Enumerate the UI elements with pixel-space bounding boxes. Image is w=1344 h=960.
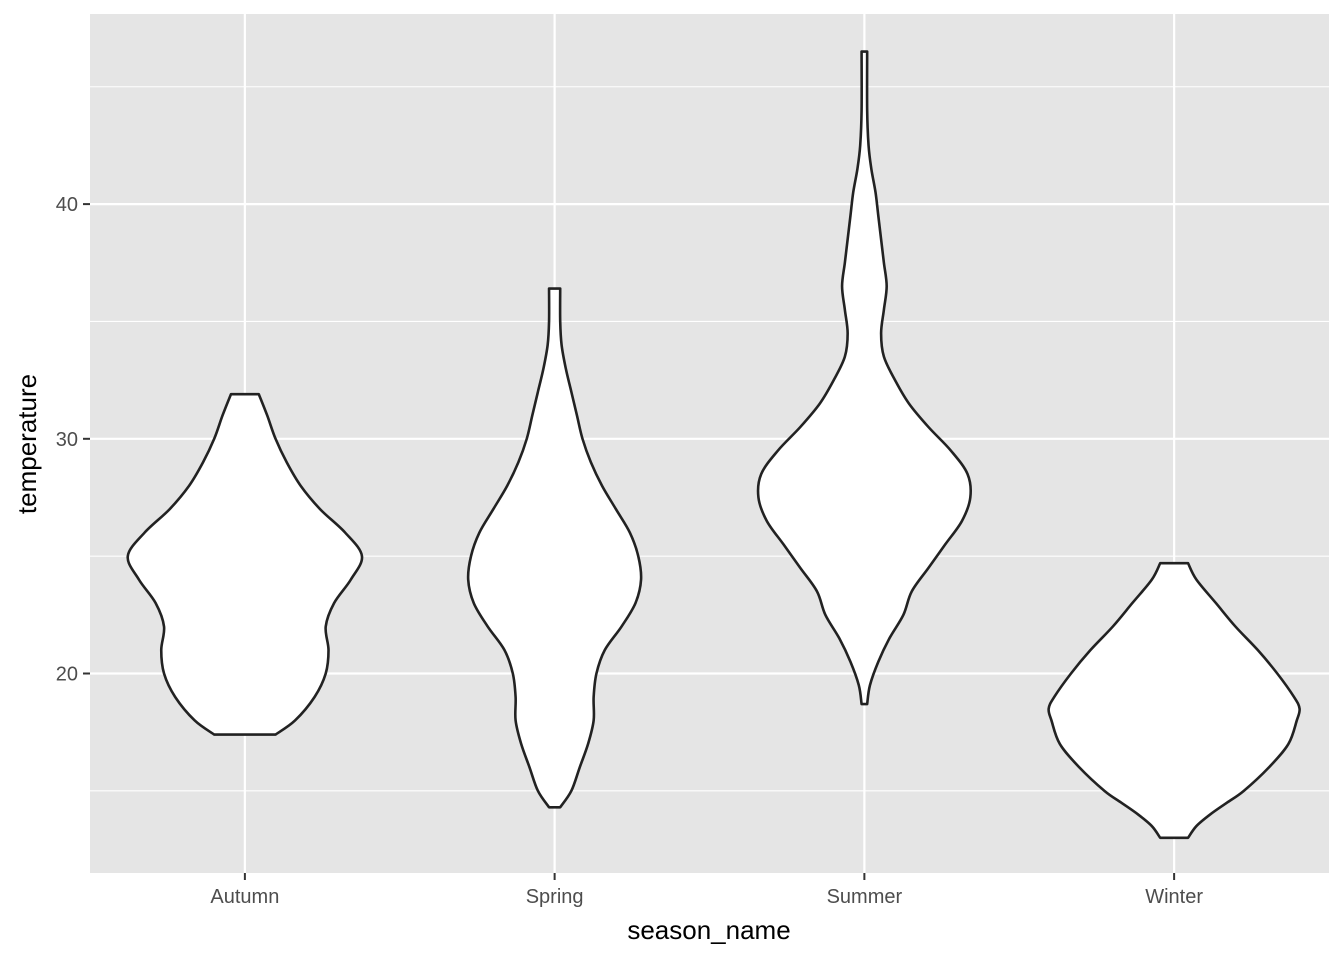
violin-winter — [1047, 561, 1301, 840]
x-tick-label: Spring — [526, 886, 584, 908]
violin-autumn — [126, 392, 364, 736]
violin-summer — [756, 50, 973, 706]
y-axis-title: temperature — [12, 374, 42, 514]
x-axis: Autumn Spring Summer Winter — [210, 873, 1203, 908]
y-tick-label: 20 — [56, 664, 78, 686]
x-tick-label: Summer — [827, 886, 903, 908]
x-axis-title: season_name — [627, 915, 790, 945]
violins — [126, 50, 1301, 840]
y-tick-label: 30 — [56, 429, 78, 451]
x-tick-label: Autumn — [210, 886, 279, 908]
y-axis: 20 30 40 — [56, 194, 90, 686]
x-tick-label: Winter — [1145, 886, 1203, 908]
violin-spring — [466, 287, 643, 809]
y-tick-label: 40 — [56, 194, 78, 216]
